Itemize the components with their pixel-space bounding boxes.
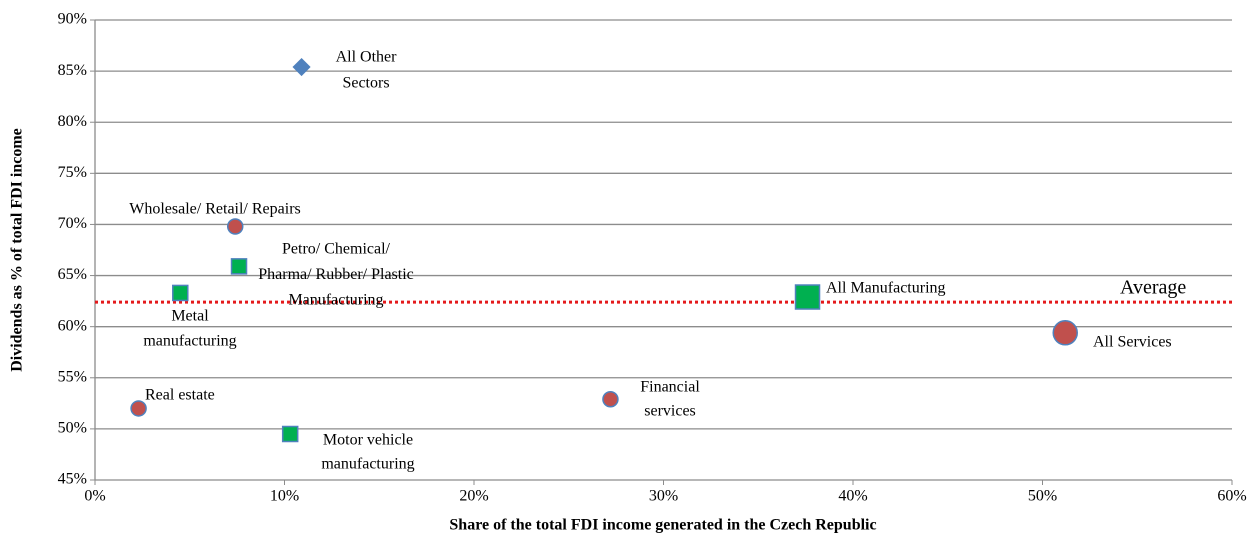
x-tick-label: 30% <box>649 488 678 505</box>
y-tick-label: 50% <box>58 420 87 437</box>
point <box>794 284 821 310</box>
point <box>292 57 311 77</box>
point <box>281 425 299 443</box>
point-label: Pharma/ Rubber/ Plastic <box>258 266 414 283</box>
point <box>226 218 244 235</box>
point-label: manufacturing <box>321 456 414 473</box>
x-axis-title: Share of the total FDI income generated … <box>449 517 876 534</box>
point <box>1052 320 1078 346</box>
point-label: All Other <box>336 49 398 66</box>
y-tick-label: 65% <box>58 266 87 283</box>
point-label: Financial <box>640 379 700 396</box>
point <box>172 284 189 302</box>
y-tick-label: 60% <box>58 317 87 334</box>
point <box>230 258 248 275</box>
y-axis-title: Dividends as % of total FDI income <box>9 128 26 372</box>
point-label: All Services <box>1093 334 1172 351</box>
y-tick-label: 85% <box>58 62 87 79</box>
average-label: Average <box>1120 277 1186 299</box>
x-tick-label: 50% <box>1028 488 1057 505</box>
point-label: Real estate <box>145 387 215 404</box>
point-label: Manufacturing <box>288 292 383 309</box>
y-tick-label: 70% <box>58 215 87 232</box>
y-tick-label: 80% <box>58 113 87 130</box>
x-tick-label: 10% <box>270 488 299 505</box>
point-label: Sectors <box>342 75 389 92</box>
x-tick-label: 20% <box>459 488 488 505</box>
point-label: Metal <box>171 308 209 325</box>
y-tick-label: 90% <box>58 11 87 28</box>
point-label: Wholesale/ Retail/ Repairs <box>129 201 301 218</box>
y-tick-label: 55% <box>58 368 87 385</box>
y-tick-label: 45% <box>58 471 87 488</box>
x-tick-label: 60% <box>1217 488 1246 505</box>
x-tick-label: 40% <box>838 488 867 505</box>
point <box>130 400 147 417</box>
point-label: services <box>644 403 696 420</box>
point <box>602 390 619 408</box>
point-label: All Manufacturing <box>826 280 946 297</box>
point-label: Motor vehicle <box>323 432 413 449</box>
point-label: Petro/ Chemical/ <box>282 241 391 258</box>
y-tick-label: 75% <box>58 164 87 181</box>
x-tick-label: 0% <box>84 488 105 505</box>
point-label: manufacturing <box>143 333 236 350</box>
